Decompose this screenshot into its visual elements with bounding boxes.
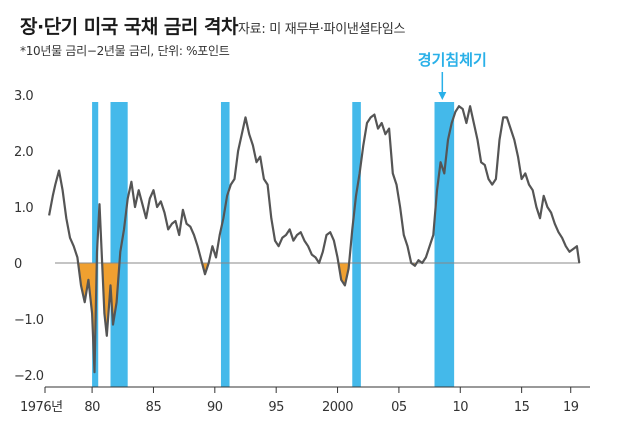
x-tick-label-4: 95 [268, 400, 284, 415]
recession-band-2 [110, 102, 128, 387]
source-note: 자료: 미 재무부·파이낸셜타임스 [238, 22, 406, 37]
series-line [48, 105, 581, 374]
x-tick-label-9: 19 [563, 400, 579, 415]
x-tick-label-3: 90 [207, 400, 223, 415]
chart-title: 장·단기 미국 국채 금리 격차 [20, 16, 238, 38]
x-tick-label-7: 10 [452, 400, 468, 415]
y-tick-label-0: 3.0 [14, 89, 33, 104]
x-ticks: 1976년 80 85 90 95 2000 05 10 15 19 [20, 387, 579, 415]
x-tick-label-2: 85 [146, 400, 162, 415]
x-tick-label-8: 15 [514, 400, 530, 415]
recession-band-4 [352, 102, 361, 387]
unit-note: *10년물 금리−2년물 금리, 단위: %포인트 [20, 44, 230, 58]
x-tick-label-1: 80 [84, 400, 100, 415]
recession-label: 경기침체기 [418, 51, 487, 69]
recession-band-3 [220, 102, 230, 387]
y-tick-label-3: 0 [14, 257, 22, 272]
y-tick-label-1: 2.0 [14, 145, 33, 160]
y-tick-label-4: −1.0 [14, 313, 44, 328]
y-ticks: 3.0 2.0 1.0 0 −1.0 −2.0 [14, 89, 44, 384]
recession-annotation: 경기침체기 [418, 51, 487, 100]
recession-bands [92, 102, 455, 387]
y-tick-label-5: −2.0 [14, 369, 44, 384]
x-tick-label-0: 1976년 [20, 400, 63, 415]
x-tick-label-6: 05 [391, 400, 407, 415]
recession-band-5 [434, 102, 455, 387]
x-tick-label-5: 2000 [322, 400, 353, 415]
annotation-arrow-head [438, 92, 447, 100]
recession-band-1 [92, 102, 99, 387]
y-tick-label-2: 1.0 [14, 201, 33, 216]
